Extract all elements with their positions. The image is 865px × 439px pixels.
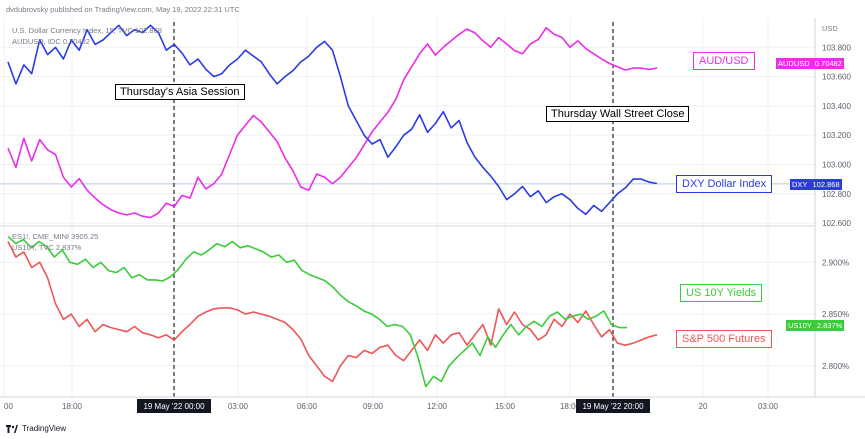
top-ytick-label: 103.600: [822, 73, 851, 82]
dxy-series-line: [7, 24, 658, 216]
publisher-line: dvdubrovsky published on TradingView.com…: [6, 5, 240, 14]
time-axis-label: 03:00: [228, 402, 249, 411]
dxy-series-label: DXY Dollar Index: [676, 175, 773, 193]
sp500-series-label: S&P 500 Futures: [676, 330, 772, 348]
us10y-price-tag: US10Y 2.837%: [786, 320, 845, 331]
dxy-tag-label: DXY: [792, 180, 808, 189]
top-ytick-label: 103.000: [822, 160, 851, 169]
us10y-tag-value: 2.837%: [816, 321, 843, 330]
audusd-series-line: [7, 26, 658, 219]
time-axis-highlight: [137, 399, 211, 413]
top-ytick-label: 103.800: [822, 43, 851, 52]
bottom-ytick-label: 2.900%: [822, 258, 849, 267]
bottom-ytick-label: 2.850%: [822, 310, 849, 319]
audusd-tag-label: AUDUSD: [778, 59, 810, 68]
footer-brand: TradingView: [22, 424, 67, 433]
top-price-ticks: 103.800 103.600 103.400 103.200 103.000 102.8…: [822, 43, 851, 228]
time-axis-label: 19 May '22 00:00: [143, 402, 205, 411]
audusd-tag-value: 0.70482: [814, 59, 842, 68]
time-axis-ticks: 00 18:00 19 May '22 00:00 03:00 06:00 09:00 12…: [4, 399, 779, 413]
audusd-series-label: AUD/USD: [693, 52, 755, 70]
top-pane-grid: [0, 18, 815, 397]
time-axis-label: 15:00: [495, 402, 516, 411]
top-ytick-label: 102.800: [822, 190, 851, 199]
time-axis-highlight: [576, 399, 650, 413]
time-axis-label: 03:00: [758, 402, 779, 411]
dxy-legend-row: U.S. Dollar Currency Index, 15, TVC 102.…: [12, 26, 162, 35]
dxy-tag-value: 102.868: [812, 180, 840, 189]
time-axis-label: 06:00: [297, 402, 318, 411]
top-ytick-label: 103.200: [822, 131, 851, 140]
asia-session-annotation: Thursday's Asia Session: [115, 84, 245, 100]
time-axis-label: 18:00: [560, 402, 581, 411]
top-ytick-label: 102.600: [822, 219, 851, 228]
audusd-legend-row: AUDUSD, IDC 0.70482: [12, 37, 90, 46]
series-layer: [7, 24, 658, 388]
time-axis-label: 12:00: [427, 402, 448, 411]
es-legend-row: ES1!, CME_MINI 3905.25: [12, 232, 99, 241]
time-axis-label: 19 May '22 20:00: [582, 402, 644, 411]
time-axis-label: 18:00: [62, 402, 83, 411]
wall-street-close-annotation: Thursday Wall Street Close: [546, 106, 690, 122]
bottom-pane-grid: [0, 261, 815, 367]
top-ytick-label: 103.400: [822, 102, 851, 111]
audusd-price-tag: AUDUSD 0.70482: [776, 58, 844, 69]
bottom-ytick-label: 2.800%: [822, 362, 849, 371]
dxy-price-tag: DXY 102.868: [790, 179, 842, 190]
sp500-series-line: [7, 241, 658, 383]
us10y-series-label: US 10Y Yields: [680, 284, 763, 302]
tradingview-footer: TradingView: [6, 424, 66, 433]
us10y-legend-row: US10Y, TVC 2.837%: [12, 243, 82, 252]
time-axis-label: 20: [699, 402, 708, 411]
us10y-series-line: [7, 235, 627, 388]
tradingview-logo-icon: [6, 424, 18, 433]
us10y-tag-label: US10Y: [788, 321, 812, 330]
bottom-price-ticks: 2.900% 2.850% 2.800%: [822, 258, 849, 371]
time-axis-label: 09:00: [363, 402, 384, 411]
unit-label: USD: [822, 24, 838, 33]
time-axis-label: 00: [4, 402, 13, 411]
